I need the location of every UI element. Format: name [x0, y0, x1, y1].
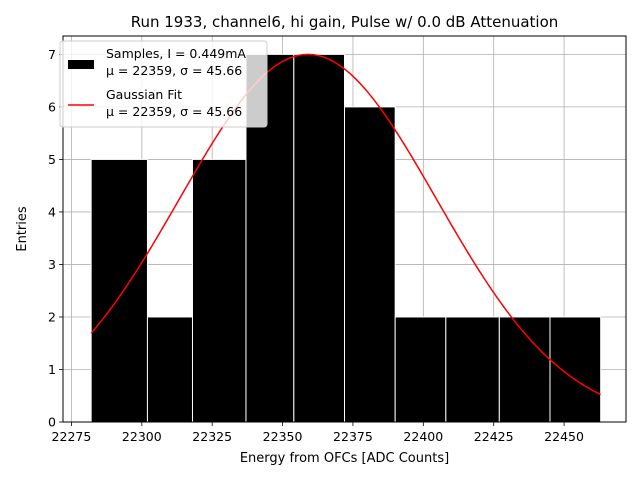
histogram-bars	[90, 53, 602, 423]
histogram-bar	[394, 316, 447, 423]
histogram-bar	[344, 106, 396, 423]
axes-frame	[62, 35, 627, 423]
histogram-bar	[191, 158, 247, 423]
legend-stats-samples: μ = 22359, σ = 45.66	[106, 63, 242, 78]
x-tick-label: 22275	[52, 429, 92, 444]
histogram-bar	[549, 316, 602, 423]
y-tick-label: 7	[48, 47, 56, 62]
x-tick-label: 22400	[403, 429, 443, 444]
y-tick-label: 3	[48, 257, 56, 272]
x-tick-label: 22325	[192, 429, 232, 444]
x-tick-label: 22375	[333, 429, 373, 444]
y-tick-label: 5	[48, 152, 56, 167]
x-axis-ticks: 22275 22300 22325 22350 22375 22400 22425 22450	[52, 422, 584, 444]
y-tick-label: 4	[48, 204, 56, 219]
legend-swatch-samples	[68, 60, 94, 69]
legend-label-samples: Samples, I = 0.449mA	[106, 46, 246, 61]
x-tick-label: 22425	[474, 429, 514, 444]
gaussian-fit-curve	[90, 53, 601, 396]
histogram-bar	[293, 53, 345, 423]
y-tick-label: 1	[48, 362, 56, 377]
legend-label-fit: Gaussian Fit	[106, 87, 182, 102]
y-tick-label: 0	[48, 415, 56, 430]
histogram-bar	[445, 316, 500, 423]
y-axis-label: Entries	[15, 206, 30, 252]
y-tick-label: 2	[48, 309, 56, 324]
gaussian-fit	[90, 53, 601, 396]
legend-stats-fit: μ = 22359, σ = 45.66	[106, 104, 242, 119]
y-axis-ticks: 0 1 2 3 4 5 6 7	[48, 47, 63, 430]
chart-title: Run 1933, channel6, hi gain, Pulse w/ 0.…	[131, 13, 559, 31]
histogram-bar	[90, 158, 148, 423]
histogram-bar	[498, 316, 551, 423]
x-tick-label: 22350	[263, 429, 303, 444]
x-axis-label: Energy from OFCs [ADC Counts]	[240, 451, 449, 466]
legend: Samples, I = 0.449mA μ = 22359, σ = 45.6…	[59, 40, 268, 128]
x-tick-label: 22300	[122, 429, 162, 444]
x-tick-label: 22450	[544, 429, 584, 444]
histogram-bar	[146, 316, 193, 423]
legend-box	[59, 40, 268, 128]
y-tick-label: 6	[48, 99, 56, 114]
